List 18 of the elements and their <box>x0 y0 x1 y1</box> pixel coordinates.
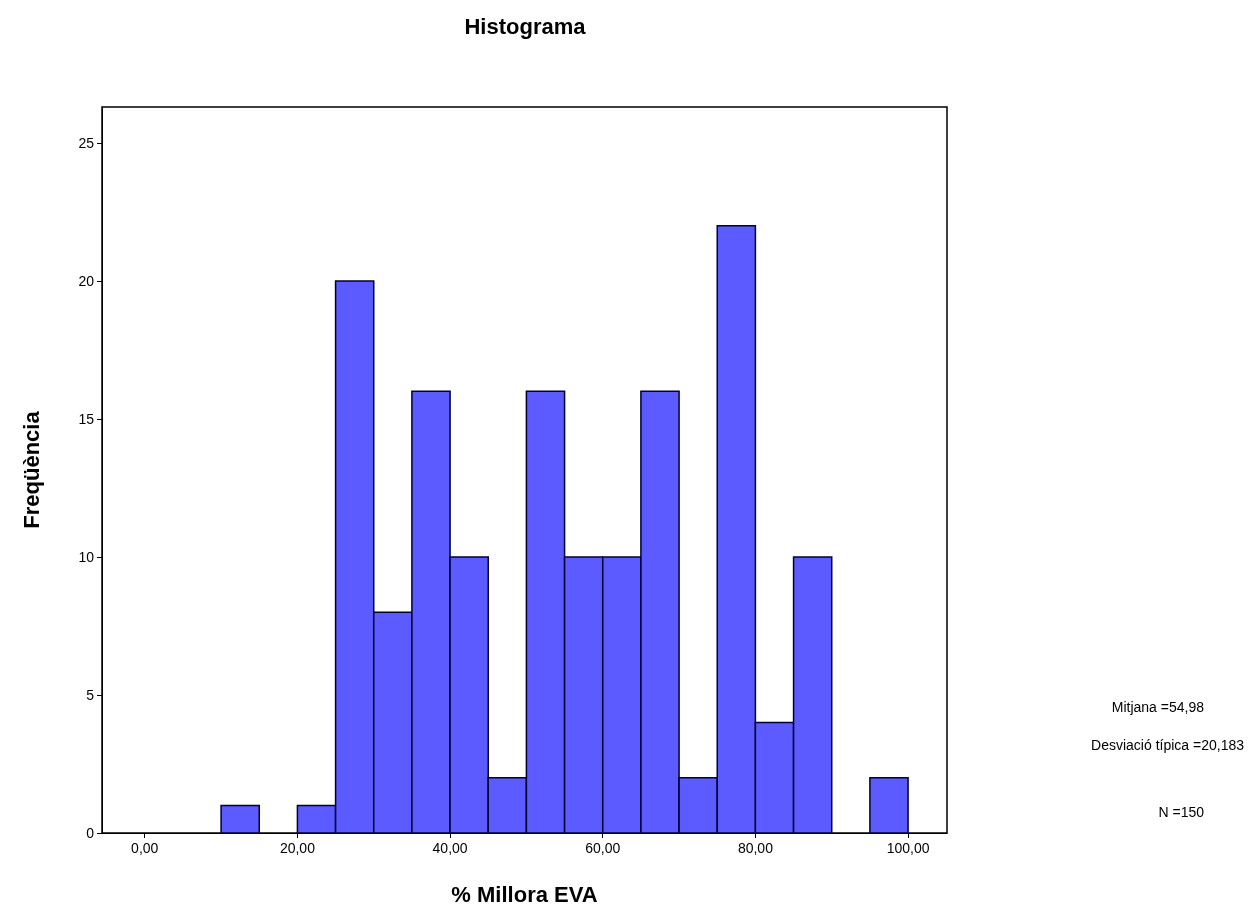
x-axis-title: % Millora EVA <box>451 881 598 907</box>
x-tick-label: 40,00 <box>432 840 468 856</box>
y-tick-label: 20 <box>78 272 95 289</box>
x-tick-label: 60,00 <box>585 840 621 856</box>
y-axis-title: Freqüència <box>18 410 44 529</box>
chart-title: Histograma <box>464 13 587 39</box>
y-tick-label: 15 <box>78 410 95 427</box>
y-tick-label: 0 <box>86 825 95 841</box>
text: N =150 <box>1158 804 1205 820</box>
x-tick-label: 100,00 <box>886 840 930 856</box>
x-tick-label: 20,00 <box>279 840 316 856</box>
x-tick-label: 0,00 <box>131 840 159 856</box>
x-tick-label: 80,00 <box>737 840 774 856</box>
text: Mitjana =54,98 <box>1111 699 1205 715</box>
y-tick-label: 5 <box>86 686 95 703</box>
text: Desviació típica =20,183 <box>1091 737 1245 753</box>
y-tick-label: 10 <box>78 548 95 565</box>
y-tick-label: 25 <box>78 134 95 151</box>
